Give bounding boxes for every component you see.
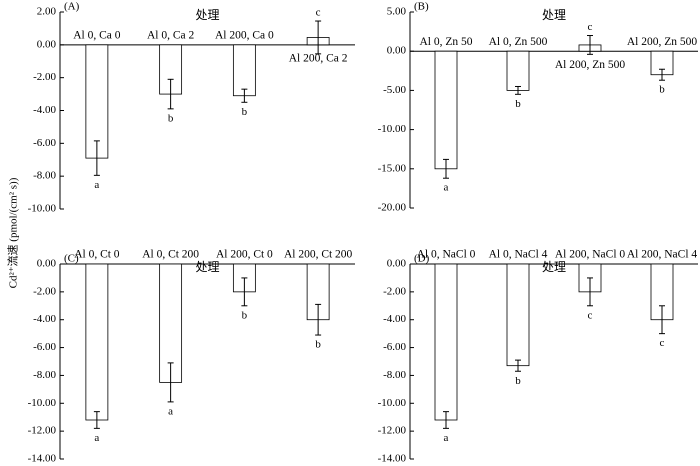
x-tick-label: Al 200, NaCl 0 <box>555 249 626 261</box>
bar <box>506 263 530 367</box>
y-tick-label: -6.00 <box>33 341 56 353</box>
significance-letter: a <box>444 182 449 194</box>
y-tick-label: -2.00 <box>383 285 406 297</box>
x-tick-label: Al 0, NaCl 0 <box>417 249 476 261</box>
x-tick-label: Al 0, Ct 200 <box>142 249 199 261</box>
panel-label: (A) <box>64 1 80 13</box>
y-tick-label: 2.00 <box>37 6 57 18</box>
bar <box>434 50 458 170</box>
y-tick-label: -15.00 <box>378 162 407 174</box>
y-tick-label: -4.00 <box>33 313 56 325</box>
significance-letter: c <box>660 337 665 349</box>
x-axis-title: 处理 <box>195 8 219 22</box>
y-tick-label: -4.00 <box>33 104 56 116</box>
bar <box>232 44 256 97</box>
y-tick-label: -6.00 <box>33 137 56 149</box>
y-tick-label: -14.00 <box>28 453 57 465</box>
x-tick-label: Al 0, NaCl 4 <box>489 249 548 261</box>
y-tick-label: -12.00 <box>378 425 407 437</box>
x-axis-title: 处理 <box>542 8 566 22</box>
significance-letter: c <box>316 7 321 19</box>
x-tick-label: Al 200, Ca 0 <box>215 29 274 41</box>
significance-letter: b <box>515 375 521 387</box>
x-tick-label: Al 0, Ca 2 <box>147 29 195 41</box>
significance-letter: b <box>659 84 665 96</box>
y-tick-label: -10.00 <box>28 203 57 215</box>
panel-label: (C) <box>64 253 79 265</box>
significance-letter: c <box>588 309 593 321</box>
significance-letter: c <box>588 21 593 33</box>
y-tick-label: -2.00 <box>33 285 56 297</box>
y-tick-label: -2.00 <box>33 71 56 83</box>
y-tick-label: -8.00 <box>33 369 56 381</box>
y-tick-label: 5.00 <box>387 6 407 18</box>
x-tick-label: Al 0, Ct 0 <box>74 249 120 261</box>
significance-letter: a <box>94 179 99 191</box>
y-tick-label: -8.00 <box>383 369 406 381</box>
y-tick-label: -12.00 <box>28 425 57 437</box>
bar <box>434 263 458 421</box>
y-tick-label: 0.00 <box>37 38 57 50</box>
x-tick-label: Al 200, Ct 200 <box>284 249 353 261</box>
y-tick-label: -5.00 <box>383 84 406 96</box>
y-tick-label: -10.00 <box>28 397 57 409</box>
panel-label: (D) <box>414 253 430 265</box>
y-tick-label: 0.00 <box>37 258 57 270</box>
x-tick-label: Al 200, Ca 2 <box>289 52 348 64</box>
x-tick-label: Al 0, Zn 50 <box>419 36 472 48</box>
bar <box>85 263 109 421</box>
panel-label: (B) <box>414 1 429 13</box>
y-tick-label: 0.00 <box>387 45 407 57</box>
y-tick-label: -10.00 <box>378 123 407 135</box>
y-tick-label: -4.00 <box>383 313 406 325</box>
x-axis-title: 处理 <box>195 260 219 274</box>
x-tick-label: Al 0, Zn 500 <box>489 36 548 48</box>
bar <box>506 50 530 91</box>
y-tick-label: -20.00 <box>378 202 407 214</box>
significance-letter: b <box>242 106 248 118</box>
significance-letter: b <box>315 339 321 351</box>
x-tick-label: Al 200, Zn 500 <box>555 59 626 71</box>
y-axis-title: Cd²⁺流速 (pmol/(cm² s)) <box>6 177 20 288</box>
y-tick-label: 0.00 <box>387 258 407 270</box>
significance-letter: b <box>242 309 248 321</box>
y-tick-label: -6.00 <box>383 341 406 353</box>
y-tick-label: -8.00 <box>33 170 56 182</box>
x-tick-label: Al 200, Zn 500 <box>627 36 698 48</box>
significance-letter: a <box>444 432 449 444</box>
significance-letter: b <box>168 112 174 124</box>
x-tick-label: Al 0, Ca 0 <box>73 29 121 41</box>
significance-letter: a <box>94 432 99 444</box>
x-tick-label: Al 200, NaCl 4 <box>627 249 698 261</box>
x-axis-title: 处理 <box>542 260 566 274</box>
significance-letter: b <box>515 98 521 110</box>
y-tick-label: -14.00 <box>378 453 407 465</box>
y-tick-label: -10.00 <box>378 397 407 409</box>
x-tick-label: Al 200, Ct 0 <box>216 249 273 261</box>
significance-letter: a <box>168 405 173 417</box>
